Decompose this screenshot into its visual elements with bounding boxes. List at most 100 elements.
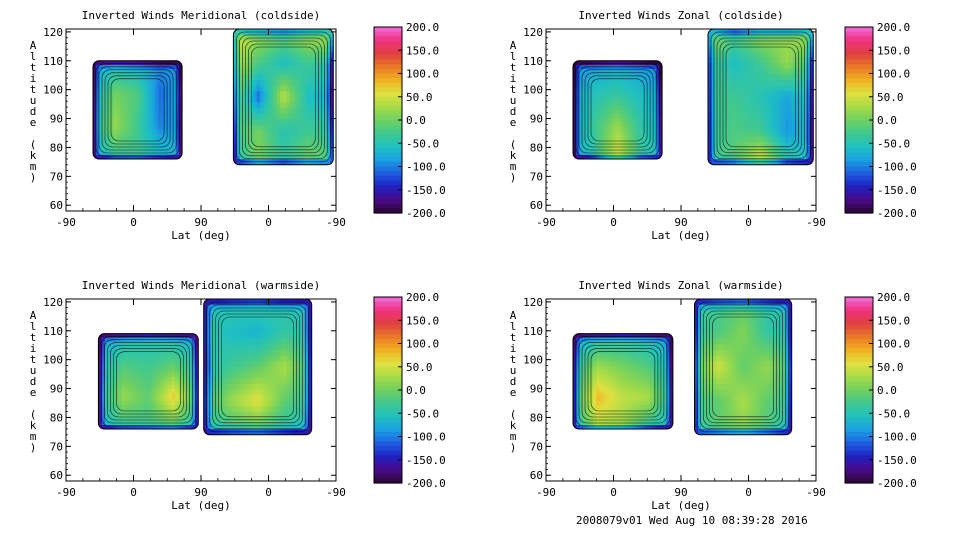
x-tick-label: 90: [674, 216, 687, 229]
colorbar-tick-label: 0.0: [406, 114, 426, 127]
x-tick-label: -90: [806, 486, 826, 499]
x-tick-label: -90: [806, 216, 826, 229]
x-tick-label: 90: [194, 216, 207, 229]
colorbar-tick-label: -100.0: [877, 161, 917, 174]
colorbar-tick-label: 100.0: [406, 68, 439, 81]
y-tick-label: 70: [50, 440, 63, 453]
x-tick-label: -90: [536, 216, 556, 229]
colorbar-tick-label: -50.0: [406, 407, 439, 420]
x-tick-label: -90: [536, 486, 556, 499]
y-tick-label: 120: [523, 296, 543, 309]
colorbar-tick-label: 100.0: [877, 338, 910, 351]
left-contour-block: [572, 60, 663, 160]
colorbar-tick-label: 50.0: [877, 361, 904, 374]
x-tick-label: 0: [265, 486, 272, 499]
right-contour-block: [707, 29, 814, 166]
x-axis-label: Lat (deg): [171, 229, 231, 242]
colorbar-tick-label: -200.0: [877, 207, 917, 220]
y-tick-label: 120: [43, 296, 63, 309]
left-contour-block: [572, 333, 674, 430]
y-tick-label: 70: [50, 170, 63, 183]
y-tick-label: 80: [50, 411, 63, 424]
x-axis-label: Lat (deg): [651, 499, 711, 512]
panel-1: Inverted Winds Meridional (coldside) 60 70…: [30, 9, 446, 242]
y-tick-label: 110: [43, 325, 63, 338]
colorbar-tick-label: -100.0: [877, 431, 917, 444]
panel-3: Inverted Winds Meridional (warmside) 60 70…: [30, 279, 446, 512]
right-contour-block: [203, 299, 313, 436]
x-tick-label: 0: [610, 486, 617, 499]
panel-4: Inverted Winds Zonal (warmside) 60 70 80 90 1…: [510, 279, 917, 512]
colorbar-tick-label: 50.0: [406, 91, 433, 104]
chart-title: Inverted Winds Meridional (warmside): [82, 279, 320, 292]
colorbar-tick-label: 50.0: [406, 361, 433, 374]
left-contour-block: [97, 333, 199, 430]
x-tick-label: 0: [745, 486, 752, 499]
colorbar-tick-label: -200.0: [406, 477, 446, 490]
y-tick-label: 110: [523, 325, 543, 338]
colorbar: 200.0 150.0 100.0 50.0 0.0 -50.0 -100.0 -150.0 -…: [373, 21, 446, 220]
x-tick-label: 90: [674, 486, 687, 499]
x-tick-label: 0: [130, 486, 137, 499]
colorbar-tick-label: 200.0: [877, 291, 910, 304]
x-tick-label: 0: [130, 216, 137, 229]
x-tick-label: 0: [610, 216, 617, 229]
colorbar: 200.0 150.0 100.0 50.0 0.0 -50.0 -100.0 -150.0 -…: [844, 291, 917, 490]
colorbar-tick-label: -50.0: [406, 137, 439, 150]
colorbar-tick-label: -100.0: [406, 161, 446, 174]
colorbar-tick-label: 150.0: [877, 314, 910, 327]
colorbar-tick-label: -200.0: [877, 477, 917, 490]
y-tick-label: 90: [50, 383, 63, 396]
y-tick-label: 60: [530, 469, 543, 482]
colorbar-tick-label: 200.0: [877, 21, 910, 34]
left-contour-block: [92, 60, 183, 160]
y-tick-label: 90: [50, 113, 63, 126]
colorbar-tick-label: -150.0: [406, 454, 446, 467]
y-tick-label: 110: [43, 55, 63, 68]
colorbar-tick-label: 150.0: [406, 314, 439, 327]
colorbar-tick-label: -150.0: [877, 184, 917, 197]
right-contour-block: [694, 299, 793, 436]
y-tick-label: 100: [43, 354, 63, 367]
y-tick-label: 90: [530, 383, 543, 396]
x-tick-label: 90: [194, 486, 207, 499]
y-tick-label: 60: [530, 199, 543, 212]
y-tick-label: 60: [50, 199, 63, 212]
y-tick-label: 80: [50, 141, 63, 154]
colorbar: 200.0 150.0 100.0 50.0 0.0 -50.0 -100.0 -150.0 -…: [373, 291, 446, 490]
colorbar-tick-label: 50.0: [877, 91, 904, 104]
chart-title: Inverted Winds Zonal (coldside): [578, 9, 783, 22]
colorbar-tick-label: 100.0: [877, 68, 910, 81]
colorbar-tick-label: -200.0: [406, 207, 446, 220]
colorbar-tick-label: 100.0: [406, 338, 439, 351]
x-tick-label: 0: [265, 216, 272, 229]
x-tick-label: 0: [745, 216, 752, 229]
y-tick-label: 60: [50, 469, 63, 482]
y-tick-label: 80: [530, 141, 543, 154]
footer-timestamp: 2008079v01 Wed Aug 10 08:39:28 2016: [576, 514, 808, 527]
colorbar-tick-label: -150.0: [877, 454, 917, 467]
colorbar-tick-label: -100.0: [406, 431, 446, 444]
chart-title: Inverted Winds Zonal (warmside): [578, 279, 783, 292]
colorbar: 200.0 150.0 100.0 50.0 0.0 -50.0 -100.0 -150.0 -…: [844, 21, 917, 220]
y-tick-label: 90: [530, 113, 543, 126]
y-tick-label: 120: [43, 26, 63, 39]
chart-title: Inverted Winds Meridional (coldside): [82, 9, 320, 22]
colorbar-tick-label: -50.0: [877, 407, 910, 420]
y-tick-label: 80: [530, 411, 543, 424]
y-tick-label: 100: [523, 84, 543, 97]
colorbar-tick-label: 150.0: [406, 44, 439, 57]
y-tick-label: 70: [530, 170, 543, 183]
y-tick-label: 100: [523, 354, 543, 367]
colorbar-tick-label: 0.0: [877, 384, 897, 397]
y-tick-label: 120: [523, 26, 543, 39]
colorbar-tick-label: -150.0: [406, 184, 446, 197]
y-tick-label: 70: [530, 440, 543, 453]
x-tick-label: -90: [56, 216, 76, 229]
panel-2: Inverted Winds Zonal (coldside) 60 70 80 90 1…: [510, 9, 917, 242]
